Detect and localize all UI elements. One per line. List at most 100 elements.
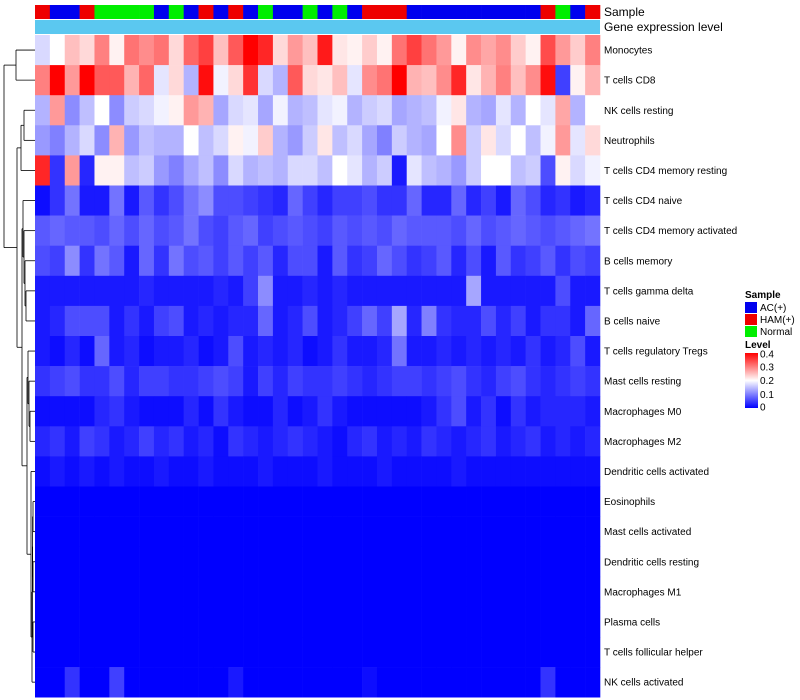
- heatmap-cell: [168, 336, 184, 367]
- heatmap-cell: [124, 35, 140, 66]
- heatmap-cell: [451, 65, 467, 96]
- heatmap-cell: [49, 546, 66, 578]
- heatmap-cell: [481, 366, 497, 397]
- heatmap-cell: [481, 185, 497, 216]
- heatmap-cell: [35, 215, 51, 246]
- heatmap-cell: [421, 185, 437, 216]
- heatmap-cell: [317, 336, 333, 367]
- heatmap-cell: [376, 456, 393, 487]
- heatmap-cell: [168, 396, 184, 427]
- heatmap-cell: [317, 606, 333, 638]
- heatmap-cell: [153, 125, 170, 156]
- heatmap-cell: [287, 546, 303, 578]
- sample-legend-title: Sample: [745, 290, 781, 301]
- heatmap-cell: [124, 606, 140, 638]
- row-label: Dendritic cells activated: [604, 467, 709, 478]
- heatmap-cell: [332, 95, 348, 126]
- heatmap-cell: [94, 65, 110, 96]
- heatmap-cell: [347, 125, 363, 156]
- heatmap-cell: [139, 35, 155, 66]
- heatmap-cell: [258, 35, 274, 66]
- heatmap-cell: [109, 667, 125, 698]
- heatmap-cell: [258, 606, 274, 638]
- heatmap-cell: [302, 667, 318, 698]
- heatmap-cell: [243, 305, 259, 337]
- heatmap-cell: [213, 456, 229, 487]
- heatmap-cell: [525, 65, 541, 96]
- heatmap-cell: [570, 396, 586, 427]
- heatmap-cell: [243, 215, 259, 246]
- heatmap-cell: [406, 606, 422, 638]
- sample-annotation-cell: [466, 5, 482, 19]
- level-legend-title: Level: [745, 340, 771, 351]
- row-label: T cells CD4 memory activated: [604, 226, 737, 237]
- heatmap-cell: [287, 576, 303, 608]
- heatmap-cell: [495, 155, 512, 186]
- heatmap-cell: [332, 275, 348, 307]
- heatmap-cell: [228, 125, 244, 156]
- heatmap-cell: [79, 486, 95, 517]
- heatmap-cell: [495, 305, 512, 337]
- heatmap-cell: [94, 305, 110, 337]
- heatmap-cell: [436, 185, 452, 216]
- sample-annotation-cell: [168, 5, 184, 19]
- heatmap-cell: [362, 516, 378, 547]
- heatmap-cell: [585, 95, 601, 126]
- heatmap-cell: [332, 486, 348, 517]
- heatmap-cell: [481, 396, 497, 427]
- heatmap-cell: [510, 245, 526, 277]
- heatmap-cell: [540, 456, 556, 487]
- heatmap-cell: [49, 305, 66, 337]
- heatmap-cell: [153, 486, 170, 517]
- heatmap-cell: [466, 245, 482, 277]
- heatmap-cell: [49, 456, 66, 487]
- heatmap-cell: [436, 35, 452, 66]
- heatmap-cell: [79, 215, 95, 246]
- heatmap-cell: [585, 305, 601, 337]
- heatmap-cell: [198, 185, 214, 216]
- heatmap-cell: [540, 155, 556, 186]
- heatmap-cell: [49, 215, 66, 246]
- heatmap-cell: [347, 185, 363, 216]
- heatmap-cell: [421, 637, 437, 668]
- heatmap-cell: [376, 65, 393, 96]
- heatmap-cell: [168, 546, 184, 578]
- heatmap-cell: [317, 366, 333, 397]
- sample-annotation-cell: [153, 5, 170, 19]
- heatmap-cell: [64, 396, 80, 427]
- sample-legend-label: HAM(+): [760, 315, 795, 326]
- heatmap-cell: [272, 305, 289, 337]
- heatmap-cell: [243, 516, 259, 547]
- heatmap-cell: [421, 275, 437, 307]
- heatmap-cell: [362, 95, 378, 126]
- heatmap-cell: [421, 456, 437, 487]
- heatmap-cell: [287, 245, 303, 277]
- heatmap-cell: [243, 125, 259, 156]
- heatmap-cell: [243, 546, 259, 578]
- heatmap-cell: [139, 426, 155, 457]
- heatmap-cell: [466, 305, 482, 337]
- heatmap-cell: [585, 576, 601, 608]
- heatmap-cell: [183, 426, 199, 457]
- heatmap-cell: [362, 305, 378, 337]
- row-label: T cells follicular helper: [604, 648, 703, 659]
- heatmap-cell: [153, 576, 170, 608]
- heatmap-cell: [510, 155, 526, 186]
- heatmap-cell: [555, 486, 571, 517]
- heatmap-cell: [153, 396, 170, 427]
- sample-annotation-cell: [287, 5, 303, 19]
- heatmap-cell: [540, 366, 556, 397]
- heatmap-cell: [525, 576, 541, 608]
- heatmap-cell: [466, 275, 482, 307]
- sample-annotation-cell: [64, 5, 80, 19]
- heatmap-cell: [570, 185, 586, 216]
- heatmap-cell: [376, 245, 393, 277]
- heatmap-cell: [451, 366, 467, 397]
- heatmap-cell: [391, 65, 408, 96]
- heatmap-cell: [183, 155, 199, 186]
- heatmap-cell: [481, 516, 497, 547]
- heatmap-cell: [109, 275, 125, 307]
- sample-annotation-cell: [495, 5, 512, 19]
- heatmap-cell: [109, 546, 125, 578]
- heatmap-cell: [391, 35, 408, 66]
